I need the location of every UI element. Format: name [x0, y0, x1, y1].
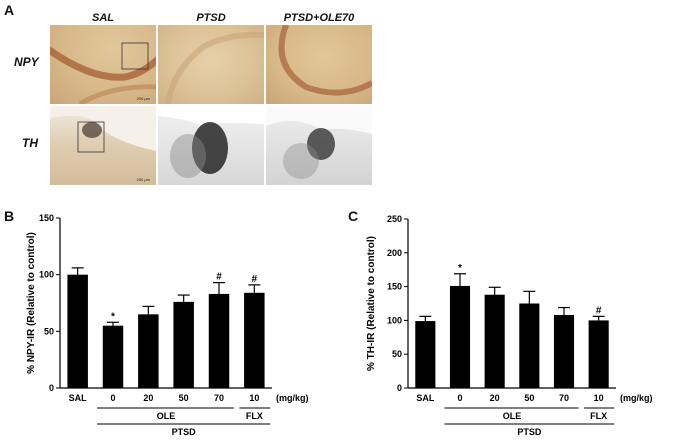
significance-mark: # [252, 274, 258, 285]
y-tick-label: 150 [39, 213, 54, 223]
x-tick-label: SAL [416, 393, 435, 403]
y-tick-label: 100 [387, 315, 402, 325]
micrograph-th-sal: 200 μm [50, 106, 156, 185]
flx-group-label: FLX [590, 411, 607, 421]
ole-group-label: OLE [503, 411, 522, 421]
th-sal-stain [50, 106, 156, 153]
ptsd-group-label: PTSD [517, 427, 542, 437]
scale-bar-label: 200 μm [136, 96, 150, 101]
column-header-ptsd-ole70: PTSD+OLE70 [283, 12, 355, 24]
column-header-ptsd: PTSD [196, 12, 226, 24]
y-axis-label: % NPY-IR (Relative to control) [26, 232, 37, 374]
th-ptsd-stain [158, 106, 264, 178]
npy-ole70-stain [278, 25, 372, 96]
x-tick-label: 20 [143, 393, 153, 403]
th-ole70-stain [266, 106, 372, 179]
x-tick-label: 50 [524, 393, 534, 403]
significance-mark: * [458, 263, 462, 274]
bar [173, 301, 194, 388]
y-tick-label: 100 [39, 270, 54, 280]
x-tick-label: 20 [490, 393, 500, 403]
ptsd-group-label: PTSD [172, 427, 197, 437]
micrograph-npy-ptsd [158, 25, 264, 104]
y-tick-label: 250 [387, 214, 402, 224]
x-tick-label: SAL [69, 393, 88, 403]
bar [519, 303, 540, 388]
x-tick-label: 0 [110, 393, 115, 403]
x-tick-label: 50 [179, 393, 189, 403]
npy-ptsd-stain [165, 31, 264, 104]
micrograph-th-ptsd [158, 106, 264, 185]
bar [138, 314, 159, 388]
x-tick-label: 70 [214, 393, 224, 403]
bar [102, 325, 124, 388]
unit-label: (mg/kg) [620, 393, 653, 403]
panel-a-letter: A [4, 2, 15, 18]
row-label-th: TH [22, 136, 38, 150]
significance-mark: * [111, 311, 115, 322]
bar [484, 294, 505, 388]
flx-group-label: FLX [246, 411, 263, 421]
panel-c-letter: C [348, 208, 359, 224]
significance-mark: # [596, 305, 602, 316]
bar [67, 274, 88, 388]
bar [244, 292, 265, 388]
micrograph-npy-sal: 200 μm [50, 25, 156, 104]
unit-label: (mg/kg) [276, 393, 309, 403]
bar [208, 293, 230, 388]
bar [449, 285, 471, 388]
row-label-npy: NPY [14, 55, 39, 69]
npy-sal-stain [50, 42, 156, 104]
ole-group-label: OLE [157, 411, 176, 421]
y-tick-label: 200 [387, 248, 402, 258]
y-axis-label: % TH-IR (Relative to control) [366, 236, 377, 371]
y-tick-label: 50 [44, 326, 54, 336]
scale-bar-label-th: 200 μm [136, 177, 150, 182]
y-tick-label: 50 [392, 349, 402, 359]
y-tick-label: 0 [49, 383, 54, 393]
x-tick-label: 70 [559, 393, 569, 403]
micrograph-npy-ptsd-ole70 [266, 25, 372, 104]
y-tick-label: 150 [387, 282, 402, 292]
bar [553, 314, 575, 388]
micrograph-th-ptsd-ole70 [266, 106, 372, 185]
y-tick-label: 0 [397, 383, 402, 393]
bar [588, 320, 609, 388]
x-tick-label: 10 [249, 393, 259, 403]
significance-mark: # [216, 272, 222, 283]
x-tick-label: 10 [594, 393, 604, 403]
x-tick-label: 0 [457, 393, 462, 403]
column-header-sal: SAL [92, 12, 114, 24]
bar [415, 321, 436, 388]
panel-b-letter: B [4, 208, 15, 224]
